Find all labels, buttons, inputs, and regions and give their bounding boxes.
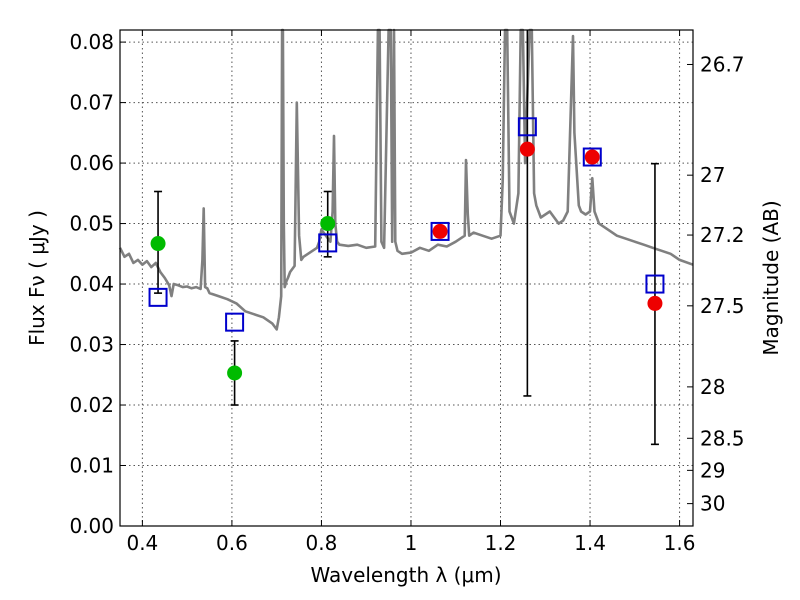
y2-tick-label-3: 27.5 (700, 294, 745, 318)
y2-tick-label-2: 27.2 (700, 223, 745, 247)
x-tick-label-1: 0.6 (216, 531, 248, 555)
data-point-open-square-6 (645, 274, 665, 294)
data-point-filled-circle-0-1 (227, 365, 243, 381)
y-tick-label-7: 0.07 (69, 91, 114, 115)
y-tick-label-5: 0.05 (69, 212, 114, 236)
y2-tick-label-6: 29 (700, 458, 725, 482)
data-point-open-square-4 (517, 117, 537, 137)
x-tick-label-2: 0.8 (306, 531, 338, 555)
y-tick-label-6: 0.06 (69, 151, 114, 175)
y2-tick-label-0: 26.7 (700, 52, 745, 76)
y-tick-label-4: 0.04 (69, 272, 114, 296)
y-axis-title: Flux Fν ( μJy ) (25, 210, 49, 346)
data-points-layer (148, 30, 665, 446)
data-point-open-square-1 (225, 312, 245, 332)
y2-tick-label-7: 30 (700, 492, 725, 516)
x-tick-label-6: 1.6 (664, 531, 696, 555)
x-tick-label-5: 1.4 (574, 531, 606, 555)
data-point-filled-circle-1-2 (584, 149, 600, 165)
y2-axis-title: Magnitude (AB) (759, 200, 783, 355)
grid (120, 30, 693, 527)
data-point-open-square-0 (148, 287, 168, 307)
data-point-open-square-3 (430, 221, 450, 241)
y-tick-label-0: 0.00 (69, 514, 114, 538)
x-axis-title: Wavelength λ (μm) (310, 563, 501, 587)
y2-tick-label-4: 28 (700, 375, 725, 399)
axis-ticks: 0.4 0.6 0.8 1 1.2 1.4 1.6 0.00 0.01 0.02 0.03 0.04 0… (69, 30, 745, 555)
plot-frame (119, 29, 694, 527)
data-point-filled-circle-1-1 (519, 141, 535, 157)
y-tick-label-8: 0.08 (69, 30, 114, 54)
y-tick-label-3: 0.03 (69, 333, 114, 357)
data-point-filled-circle-0-2 (320, 216, 336, 232)
x-tick-label-4: 1.2 (485, 531, 517, 555)
y-tick-label-2: 0.02 (69, 393, 114, 417)
y2-tick-label-1: 27 (700, 163, 725, 187)
data-point-open-square-5 (582, 147, 602, 167)
data-point-open-square-2 (318, 233, 338, 253)
y2-tick-label-5: 28.5 (700, 426, 745, 450)
x-tick-label-0: 0.4 (126, 531, 158, 555)
data-point-filled-circle-1-3 (647, 295, 663, 311)
y-tick-label-1: 0.01 (69, 454, 114, 478)
x-tick-label-3: 1 (405, 531, 418, 555)
data-point-filled-circle-0-0 (150, 236, 166, 252)
data-point-filled-circle-1-0 (432, 223, 448, 239)
